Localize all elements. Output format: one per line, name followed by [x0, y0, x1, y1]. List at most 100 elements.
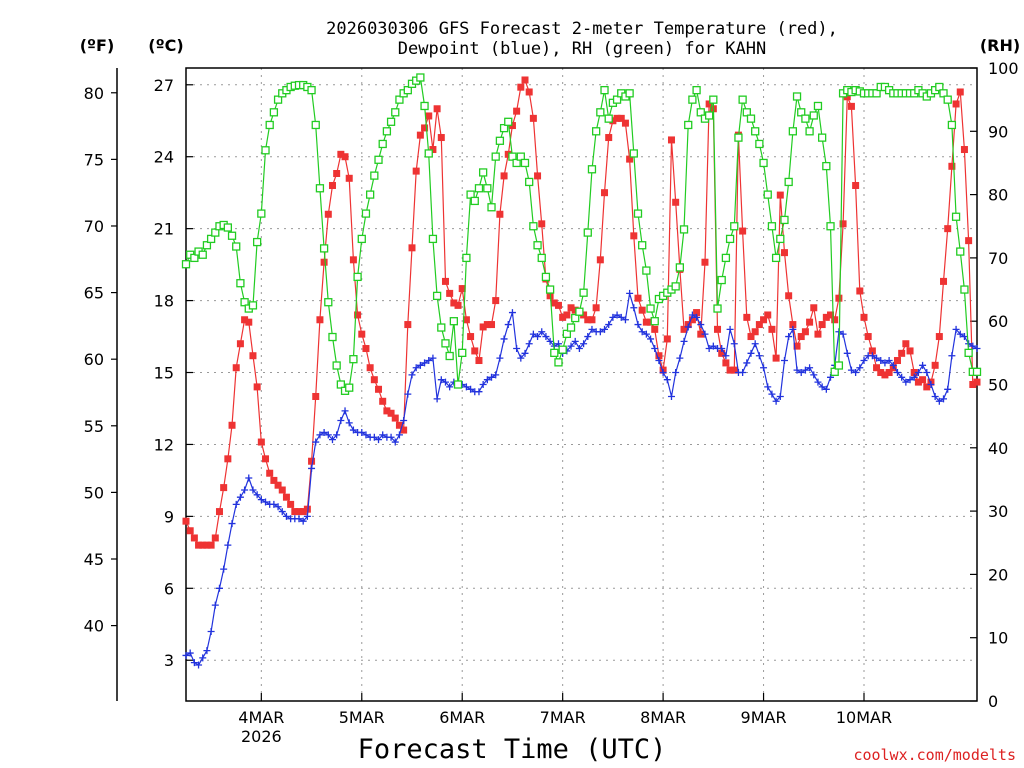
dewpoint-point [739, 369, 747, 377]
temperature-point [354, 311, 362, 319]
temperature-point [404, 321, 412, 329]
temperature-point [199, 541, 207, 549]
dewpoint-point [521, 349, 529, 357]
dewpoint-point [969, 342, 977, 350]
rh-point [834, 361, 844, 370]
dewpoint-point [295, 515, 303, 523]
dewpoint-point [362, 431, 370, 439]
dewpoint-point [462, 383, 470, 391]
rh-point [382, 127, 392, 136]
dewpoint-point [282, 512, 290, 520]
rh-point [571, 313, 580, 323]
rh-point [227, 231, 237, 240]
temperature-point [852, 181, 860, 189]
rh-point [232, 242, 241, 251]
dewpoint-point [554, 340, 562, 348]
rh-point [428, 234, 438, 244]
dewpoint-point [437, 376, 445, 384]
dewpoint-point [534, 333, 542, 341]
dewpoint-point [500, 335, 508, 343]
dewpoint-point [852, 369, 860, 377]
temperature-point [262, 455, 270, 463]
temperature-point [207, 541, 215, 549]
dewpoint-point [642, 330, 650, 338]
temperature-point [873, 364, 881, 372]
dewpoint-point [203, 647, 211, 655]
dewpoint-point [893, 369, 901, 377]
temperature-point [337, 150, 345, 158]
temperature-point [785, 292, 793, 300]
temperature-point [801, 328, 809, 336]
temperature-point [441, 277, 449, 285]
dewpoint-point [379, 431, 387, 439]
dewpoint-point [944, 385, 952, 393]
rh-point [746, 114, 756, 123]
temperature-point [224, 455, 232, 463]
temperature-point [772, 354, 780, 362]
dewpoint-point [793, 366, 801, 374]
rh-point [545, 285, 555, 294]
rh-point [554, 358, 563, 367]
dewpoint-point [931, 392, 939, 400]
rh-point [332, 361, 341, 370]
rh-point [956, 247, 965, 256]
dewpoint-point [358, 428, 366, 436]
dewpoint-point [680, 337, 688, 345]
temperature-point [182, 517, 190, 525]
temperature-point [391, 414, 399, 422]
temperature-point [375, 385, 383, 393]
dewpoint-point [789, 325, 797, 333]
dewpoint-point [257, 496, 265, 504]
rh-point [269, 108, 279, 117]
temperature-point [425, 112, 433, 120]
rh-point [265, 120, 274, 130]
rh-point [357, 234, 366, 244]
temperature-point [797, 333, 805, 341]
temperature-point [299, 508, 307, 516]
rh-point [675, 263, 685, 272]
temperature-point [567, 304, 575, 312]
rh-point [684, 120, 693, 130]
temperature-point [437, 134, 445, 142]
dewpoint-point [760, 364, 768, 372]
rh-point [474, 184, 484, 193]
rh-point [612, 95, 622, 104]
dewpoint-point [421, 359, 429, 367]
dewpoint-point [220, 565, 228, 573]
rh-point [763, 190, 772, 199]
rh-point [960, 285, 969, 294]
temperature-point [387, 409, 395, 417]
temperature-point [341, 153, 349, 161]
celsius-tick-label: 15 [154, 364, 174, 383]
temperature-point [647, 318, 655, 326]
temperature-point [287, 500, 295, 508]
dewpoint-point [667, 392, 675, 400]
temperature-point [408, 244, 416, 252]
temperature-point [776, 191, 784, 199]
dewpoint-point [508, 309, 516, 317]
rh-point [198, 250, 207, 259]
rh-point [784, 177, 793, 187]
rh-point [466, 190, 475, 199]
temperature-point [312, 392, 320, 400]
dewpoint-point [693, 313, 701, 321]
rh-tick-label: 70 [988, 249, 1008, 268]
dewpoint-point [228, 520, 236, 528]
dewpoint-point [375, 436, 383, 444]
dewpoint-point [952, 325, 960, 333]
dewpoint-point [299, 517, 307, 525]
temperature-point [316, 316, 324, 324]
rh-point [328, 332, 337, 342]
temperature-point [400, 426, 408, 434]
x-tick-label: 10MAR [836, 708, 892, 727]
rh-point [826, 222, 835, 231]
temperature-point [563, 311, 571, 319]
dewpoint-point [806, 364, 814, 372]
dewpoint-point [404, 390, 412, 398]
rh-point [453, 380, 463, 389]
dewpoint-point [441, 378, 449, 386]
rh-point [391, 108, 400, 117]
dewpoint-point [672, 369, 680, 377]
dewpoint-point [584, 333, 592, 341]
temperature-point [270, 476, 278, 484]
